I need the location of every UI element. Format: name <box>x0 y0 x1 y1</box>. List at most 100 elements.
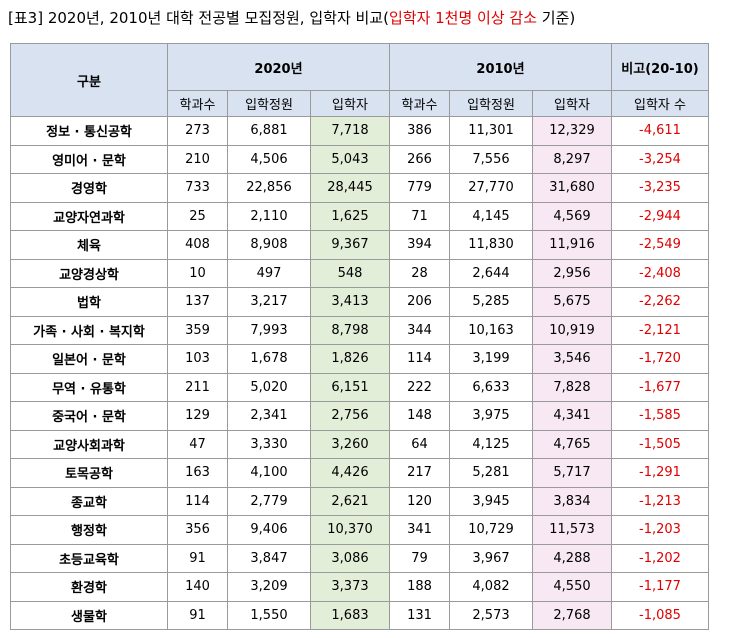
enrolled-2010-cell: 31,680 <box>532 173 612 203</box>
enrolled-2020-cell: 2,621 <box>310 486 390 516</box>
enrolled-2010-cell: 8,297 <box>532 144 612 174</box>
dept-count-2010-cell: 28 <box>389 258 450 288</box>
row-label-cell: 중국어 · 문학 <box>10 401 168 431</box>
quota-2020-cell: 2,110 <box>227 201 311 231</box>
enrolled-2020-cell: 2,756 <box>310 401 390 431</box>
dept-count-2020-cell: 733 <box>167 173 228 203</box>
dept-count-2020-cell: 129 <box>167 401 228 431</box>
enrolled-2020-cell: 1,826 <box>310 344 390 374</box>
enrolled-2010-cell: 4,765 <box>532 429 612 459</box>
enrolled-2020-cell: 548 <box>310 258 390 288</box>
enrolled-2020-cell: 9,367 <box>310 230 390 260</box>
quota-2010-cell: 3,967 <box>449 543 533 573</box>
enrolled-2010-cell: 3,546 <box>532 344 612 374</box>
enrolled-2020-cell: 28,445 <box>310 173 390 203</box>
enrolled-2010-cell: 4,550 <box>532 572 612 602</box>
row-label-cell: 가족 · 사회 · 복지학 <box>10 315 168 345</box>
quota-2010-cell: 2,573 <box>449 600 533 630</box>
title-prefix: [표3] 2020년, 2010년 대학 전공별 모집정원, 입학자 비교( <box>8 9 389 27</box>
enrolled-2020-cell: 5,043 <box>310 144 390 174</box>
row-label-cell: 정보 · 통신공학 <box>10 116 168 146</box>
enrolled-2010-cell: 2,956 <box>532 258 612 288</box>
header-compare: 비고(20-10) <box>611 43 709 91</box>
quota-2010-cell: 5,281 <box>449 458 533 488</box>
enrolled-2010-cell: 2,768 <box>532 600 612 630</box>
table-row: 토목공학 163 4,100 4,426 217 5,281 5,717 -1,291 <box>10 458 709 488</box>
row-label-cell: 경영학 <box>10 173 168 203</box>
enrolled-2010-cell: 5,717 <box>532 458 612 488</box>
quota-2020-cell: 3,847 <box>227 543 311 573</box>
header-year-2010: 2010년 <box>389 43 612 91</box>
col-dept-count-2020: 학과수 <box>167 90 228 117</box>
col-enrolled-2020: 입학자 <box>310 90 390 117</box>
dept-count-2010-cell: 120 <box>389 486 450 516</box>
dept-count-2020-cell: 211 <box>167 372 228 402</box>
row-label-cell: 체육 <box>10 230 168 260</box>
enrolled-2020-cell: 1,625 <box>310 201 390 231</box>
dept-count-2020-cell: 140 <box>167 572 228 602</box>
title-highlight: 입학자 1천명 이상 감소 <box>388 9 538 27</box>
enrolled-2010-cell: 3,834 <box>532 486 612 516</box>
quota-2010-cell: 11,301 <box>449 116 533 146</box>
table-row: 교양사회과학 47 3,330 3,260 64 4,125 4,765 -1,505 <box>10 429 709 459</box>
enrolled-diff-cell: -3,235 <box>611 173 709 203</box>
row-label-cell: 초등교육학 <box>10 543 168 573</box>
comparison-table: 구분 2020년 2010년 비고(20-10) 학과수 입학정원 입학자 학과… <box>10 43 709 630</box>
dept-count-2020-cell: 163 <box>167 458 228 488</box>
enrolled-diff-cell: -2,944 <box>611 201 709 231</box>
enrolled-2020-cell: 8,798 <box>310 315 390 345</box>
quota-2010-cell: 27,770 <box>449 173 533 203</box>
enrolled-2020-cell: 6,151 <box>310 372 390 402</box>
header-row-columns: 학과수 입학정원 입학자 학과수 입학정원 입학자 입학자 수 <box>11 90 709 117</box>
quota-2020-cell: 1,550 <box>227 600 311 630</box>
table-row: 교양경상학 10 497 548 28 2,644 2,956 -2,408 <box>10 258 709 288</box>
table-body: 정보 · 통신공학 273 6,881 7,718 386 11,301 12,329 -4,… <box>10 116 709 630</box>
quota-2020-cell: 5,020 <box>227 372 311 402</box>
dept-count-2020-cell: 10 <box>167 258 228 288</box>
enrolled-diff-cell: -1,720 <box>611 344 709 374</box>
quota-2010-cell: 5,285 <box>449 287 533 317</box>
dept-count-2010-cell: 188 <box>389 572 450 602</box>
enrolled-2020-cell: 3,260 <box>310 429 390 459</box>
quota-2010-cell: 10,163 <box>449 315 533 345</box>
enrolled-diff-cell: -4,611 <box>611 116 709 146</box>
dept-count-2010-cell: 206 <box>389 287 450 317</box>
table-row: 생물학 91 1,550 1,683 131 2,573 2,768 -1,085 <box>10 600 709 630</box>
enrolled-diff-cell: -1,085 <box>611 600 709 630</box>
table-row: 종교학 114 2,779 2,621 120 3,945 3,834 -1,213 <box>10 486 709 516</box>
table-row: 무역 · 유통학 211 5,020 6,151 222 6,633 7,828 -1,677 <box>10 372 709 402</box>
table-row: 교양자연과학 25 2,110 1,625 71 4,145 4,569 -2,944 <box>10 201 709 231</box>
quota-2010-cell: 3,975 <box>449 401 533 431</box>
table-row: 경영학 733 22,856 28,445 779 27,770 31,680 -3,235 <box>10 173 709 203</box>
row-label-cell: 환경학 <box>10 572 168 602</box>
quota-2020-cell: 8,908 <box>227 230 311 260</box>
enrolled-2010-cell: 4,341 <box>532 401 612 431</box>
dept-count-2020-cell: 408 <box>167 230 228 260</box>
enrolled-diff-cell: -2,549 <box>611 230 709 260</box>
enrolled-diff-cell: -1,585 <box>611 401 709 431</box>
table-row: 체육 408 8,908 9,367 394 11,830 11,916 -2,549 <box>10 230 709 260</box>
enrolled-diff-cell: -1,505 <box>611 429 709 459</box>
table-row: 중국어 · 문학 129 2,341 2,756 148 3,975 4,341 -1,585 <box>10 401 709 431</box>
quota-2020-cell: 7,993 <box>227 315 311 345</box>
table-row: 환경학 140 3,209 3,373 188 4,082 4,550 -1,177 <box>10 572 709 602</box>
table-row: 일본어 · 문학 103 1,678 1,826 114 3,199 3,546 -1,720 <box>10 344 709 374</box>
quota-2020-cell: 2,779 <box>227 486 311 516</box>
dept-count-2010-cell: 266 <box>389 144 450 174</box>
quota-2010-cell: 7,556 <box>449 144 533 174</box>
enrolled-2020-cell: 1,683 <box>310 600 390 630</box>
quota-2020-cell: 9,406 <box>227 515 311 545</box>
enrolled-diff-cell: -1,291 <box>611 458 709 488</box>
enrolled-diff-cell: -1,177 <box>611 572 709 602</box>
quota-2020-cell: 3,217 <box>227 287 311 317</box>
row-label-cell: 영미어 · 문학 <box>10 144 168 174</box>
quota-2020-cell: 6,881 <box>227 116 311 146</box>
row-label-cell: 종교학 <box>10 486 168 516</box>
dept-count-2020-cell: 47 <box>167 429 228 459</box>
table-row: 법학 137 3,217 3,413 206 5,285 5,675 -2,262 <box>10 287 709 317</box>
dept-count-2020-cell: 103 <box>167 344 228 374</box>
enrolled-2010-cell: 7,828 <box>532 372 612 402</box>
dept-count-2020-cell: 114 <box>167 486 228 516</box>
dept-count-2020-cell: 91 <box>167 543 228 573</box>
dept-count-2020-cell: 359 <box>167 315 228 345</box>
